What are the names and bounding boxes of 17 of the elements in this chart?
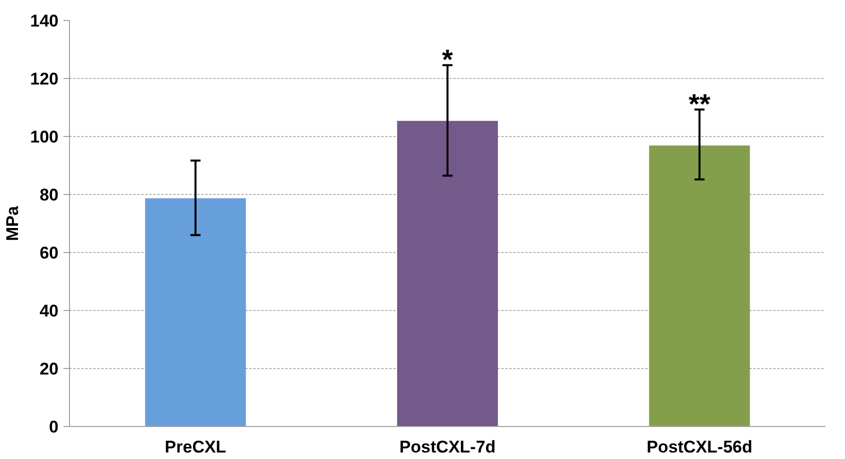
annotation: ** (688, 88, 710, 120)
y-tick-label: 40 (40, 302, 59, 320)
y-tick-label: 120 (30, 70, 59, 88)
y-tick-label: 80 (40, 186, 59, 204)
bar (649, 145, 750, 426)
y-tick-label: 60 (40, 244, 59, 262)
bar (145, 198, 246, 426)
x-tick-label: PreCXL (164, 438, 226, 456)
bar (397, 120, 498, 426)
x-tick-label: PostCXL-56d (646, 438, 752, 456)
y-tick-label: 20 (40, 360, 59, 378)
annotation: * (442, 44, 454, 76)
y-tick-label: 0 (49, 418, 59, 436)
y-axis-title: MPa (3, 205, 22, 241)
x-tick-label: PostCXL-7d (399, 438, 496, 456)
y-tick-label: 100 (30, 128, 59, 146)
y-tick-label: 140 (30, 12, 59, 30)
